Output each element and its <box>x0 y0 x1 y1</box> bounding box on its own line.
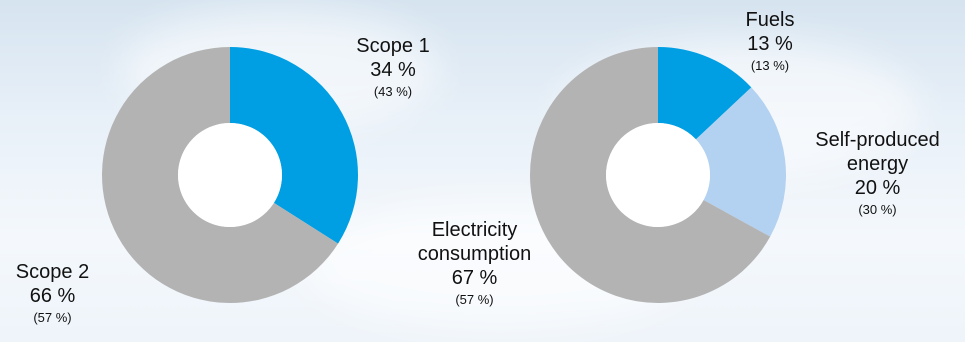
donut-hole <box>178 123 282 227</box>
slice-previous-percent: (43 %) <box>373 84 413 99</box>
label-scope2: Scope 2 66 % (57 %) <box>0 260 105 326</box>
donut-slice-fuels <box>658 47 752 140</box>
slice-percent: 20 % <box>854 177 901 199</box>
slice-name-line: Electricity <box>431 219 518 241</box>
slice-previous-percent: (13 %) <box>750 58 790 73</box>
donut-slice-scope2 <box>102 47 339 303</box>
slice-name-line: energy <box>846 153 909 175</box>
slice-name: Scope 1 <box>356 35 430 57</box>
slice-percent: 34 % <box>370 59 416 81</box>
slice-name: Fuels <box>745 9 795 31</box>
slice-percent: 67 % <box>451 267 498 289</box>
slice-percent: 13 % <box>747 33 793 55</box>
donut-slice-elec <box>530 47 771 304</box>
slice-previous-percent: (30 %) <box>858 202 897 217</box>
label-scope1: Scope 1 34 % (43 %) <box>333 34 453 100</box>
label-self-produced-energy: Self-produced energy 20 % (30 %) <box>790 128 965 218</box>
donut-slice-scope1 <box>230 47 359 244</box>
label-electricity-consumption: Electricity consumption 67 % (57 %) <box>392 218 557 308</box>
donut-hole <box>606 123 710 227</box>
slice-name-line: consumption <box>417 243 532 265</box>
slice-name-line: Self-produced <box>815 129 940 151</box>
slice-percent: 66 % <box>29 285 76 307</box>
slice-previous-percent: (57 %) <box>455 292 494 307</box>
slice-previous-percent: (57 %) <box>33 310 72 325</box>
label-fuels: Fuels 13 % (13 %) <box>720 8 820 74</box>
donut-slice-self <box>695 87 786 237</box>
slice-name: Scope 2 <box>15 261 90 283</box>
